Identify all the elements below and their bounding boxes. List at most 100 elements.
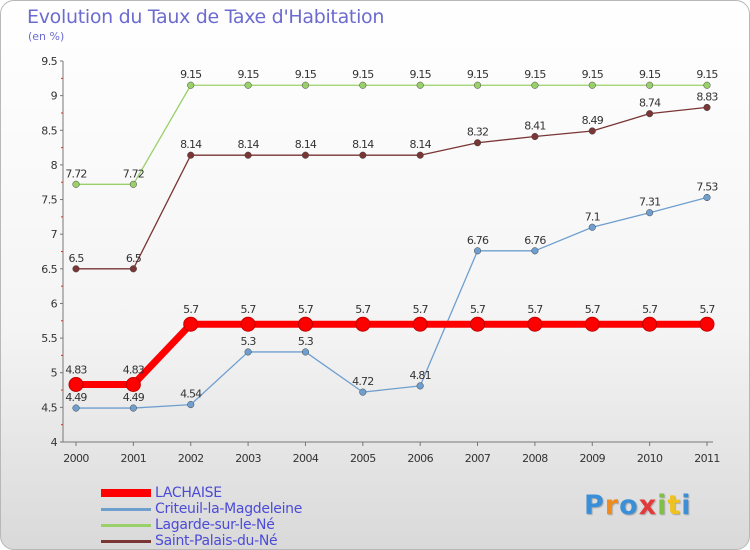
data-point	[531, 132, 539, 141]
data-point	[359, 151, 367, 159]
x-tick-label: 2001	[121, 452, 147, 465]
data-point	[531, 81, 539, 89]
x-tick-label: 2002	[178, 452, 204, 465]
data-point	[412, 316, 428, 332]
y-tick-label: 7	[51, 228, 58, 241]
data-point	[646, 81, 654, 89]
data-label: 8.83	[696, 90, 718, 103]
data-label: 9.15	[467, 68, 489, 81]
data-label: 8.14	[180, 138, 202, 151]
x-tick-label: 2008	[522, 452, 548, 465]
logo-letter: r	[604, 490, 620, 521]
data-label: 8.14	[410, 138, 432, 151]
data-point	[129, 404, 137, 412]
data-label: 7.72	[123, 167, 144, 180]
data-label: 4.54	[180, 388, 202, 401]
data-label: 8.74	[639, 97, 661, 110]
x-tick-label: 2004	[293, 452, 319, 465]
legend-swatch	[101, 540, 151, 543]
data-point	[129, 265, 137, 273]
logo-letter: o	[619, 490, 639, 521]
data-point	[72, 265, 80, 273]
data-label: 6.76	[524, 234, 546, 247]
data-label: 5.7	[355, 303, 371, 316]
data-label: 4.49	[123, 391, 145, 404]
data-label: 7.1	[585, 210, 600, 223]
y-tick-label: 7.5	[41, 194, 57, 207]
data-label: 9.15	[180, 68, 202, 81]
y-tick-label: 8.5	[41, 124, 57, 137]
data-label: 8.14	[237, 138, 259, 151]
data-label: 9.15	[639, 68, 661, 81]
data-point	[297, 316, 313, 332]
logo-letter: t	[667, 490, 682, 521]
legend-swatch	[101, 524, 151, 527]
data-point	[240, 316, 256, 332]
data-point	[244, 151, 252, 159]
data-point	[68, 377, 84, 393]
series-line-Criteuil-la-Magdeleine	[76, 196, 708, 409]
y-tick-label: 5.5	[41, 332, 57, 345]
data-point	[416, 81, 424, 89]
data-label: 9.15	[524, 68, 546, 81]
data-label: 5.7	[527, 303, 543, 316]
data-point	[588, 81, 596, 89]
data-point	[359, 388, 367, 396]
data-point	[703, 81, 711, 89]
data-label: 6.5	[126, 252, 142, 265]
y-tick-label: 6.5	[41, 263, 57, 276]
data-label: 5.7	[298, 303, 314, 316]
chart-title: Evolution du Taux de Taxe d'Habitation	[27, 6, 385, 28]
data-point	[187, 151, 195, 159]
data-label: 5.7	[241, 303, 257, 316]
legend-label: Lagarde-sur-le-Né	[155, 517, 275, 533]
y-tick-label: 8	[51, 159, 58, 172]
logo-letter: x	[638, 490, 658, 521]
data-label: 7.72	[65, 167, 86, 180]
data-point	[183, 316, 199, 332]
x-tick-label: 2000	[63, 452, 89, 465]
data-point	[646, 110, 654, 118]
y-tick-label: 9	[51, 90, 58, 103]
series-line-Saint-Palais-du-Né	[76, 106, 708, 270]
data-label: 4.83	[123, 364, 145, 377]
data-point	[355, 316, 371, 332]
data-point	[646, 209, 654, 217]
data-point	[244, 81, 252, 89]
data-point	[584, 316, 600, 332]
data-label: 9.15	[410, 68, 432, 81]
data-label: 4.83	[65, 364, 87, 377]
y-tick-label: 6	[51, 297, 58, 310]
data-label: 6.76	[467, 234, 489, 247]
data-point	[703, 193, 711, 202]
data-label: 9.15	[295, 68, 317, 81]
y-tick-label: 9.5	[41, 55, 57, 68]
data-point	[473, 247, 482, 255]
data-label: 8.32	[467, 126, 488, 139]
x-tick-label: 2011	[694, 452, 720, 465]
x-tick-label: 2010	[637, 452, 663, 465]
data-point	[588, 223, 596, 231]
data-label: 6.5	[68, 252, 84, 265]
logo-letter: i	[681, 490, 692, 521]
series-line-Lagarde-sur-le-Né	[76, 84, 707, 185]
x-tick-label: 2007	[465, 452, 491, 465]
logo-letter: i	[657, 490, 668, 521]
x-tick-label: 2006	[407, 452, 433, 465]
y-tick-label: 4.5	[41, 401, 57, 414]
data-point	[125, 377, 141, 393]
data-label: 9.15	[696, 68, 718, 81]
legend-label: Saint-Palais-du-Né	[155, 533, 278, 549]
chart-subtitle: (en %)	[28, 30, 65, 43]
data-label: 5.7	[413, 303, 429, 316]
data-label: 4.72	[352, 375, 373, 388]
data-point	[301, 348, 310, 356]
data-label: 4.49	[65, 391, 87, 404]
data-point	[129, 180, 137, 188]
data-point	[527, 316, 543, 332]
data-point	[244, 348, 252, 356]
data-label: 7.31	[639, 196, 660, 209]
data-point	[72, 404, 80, 412]
